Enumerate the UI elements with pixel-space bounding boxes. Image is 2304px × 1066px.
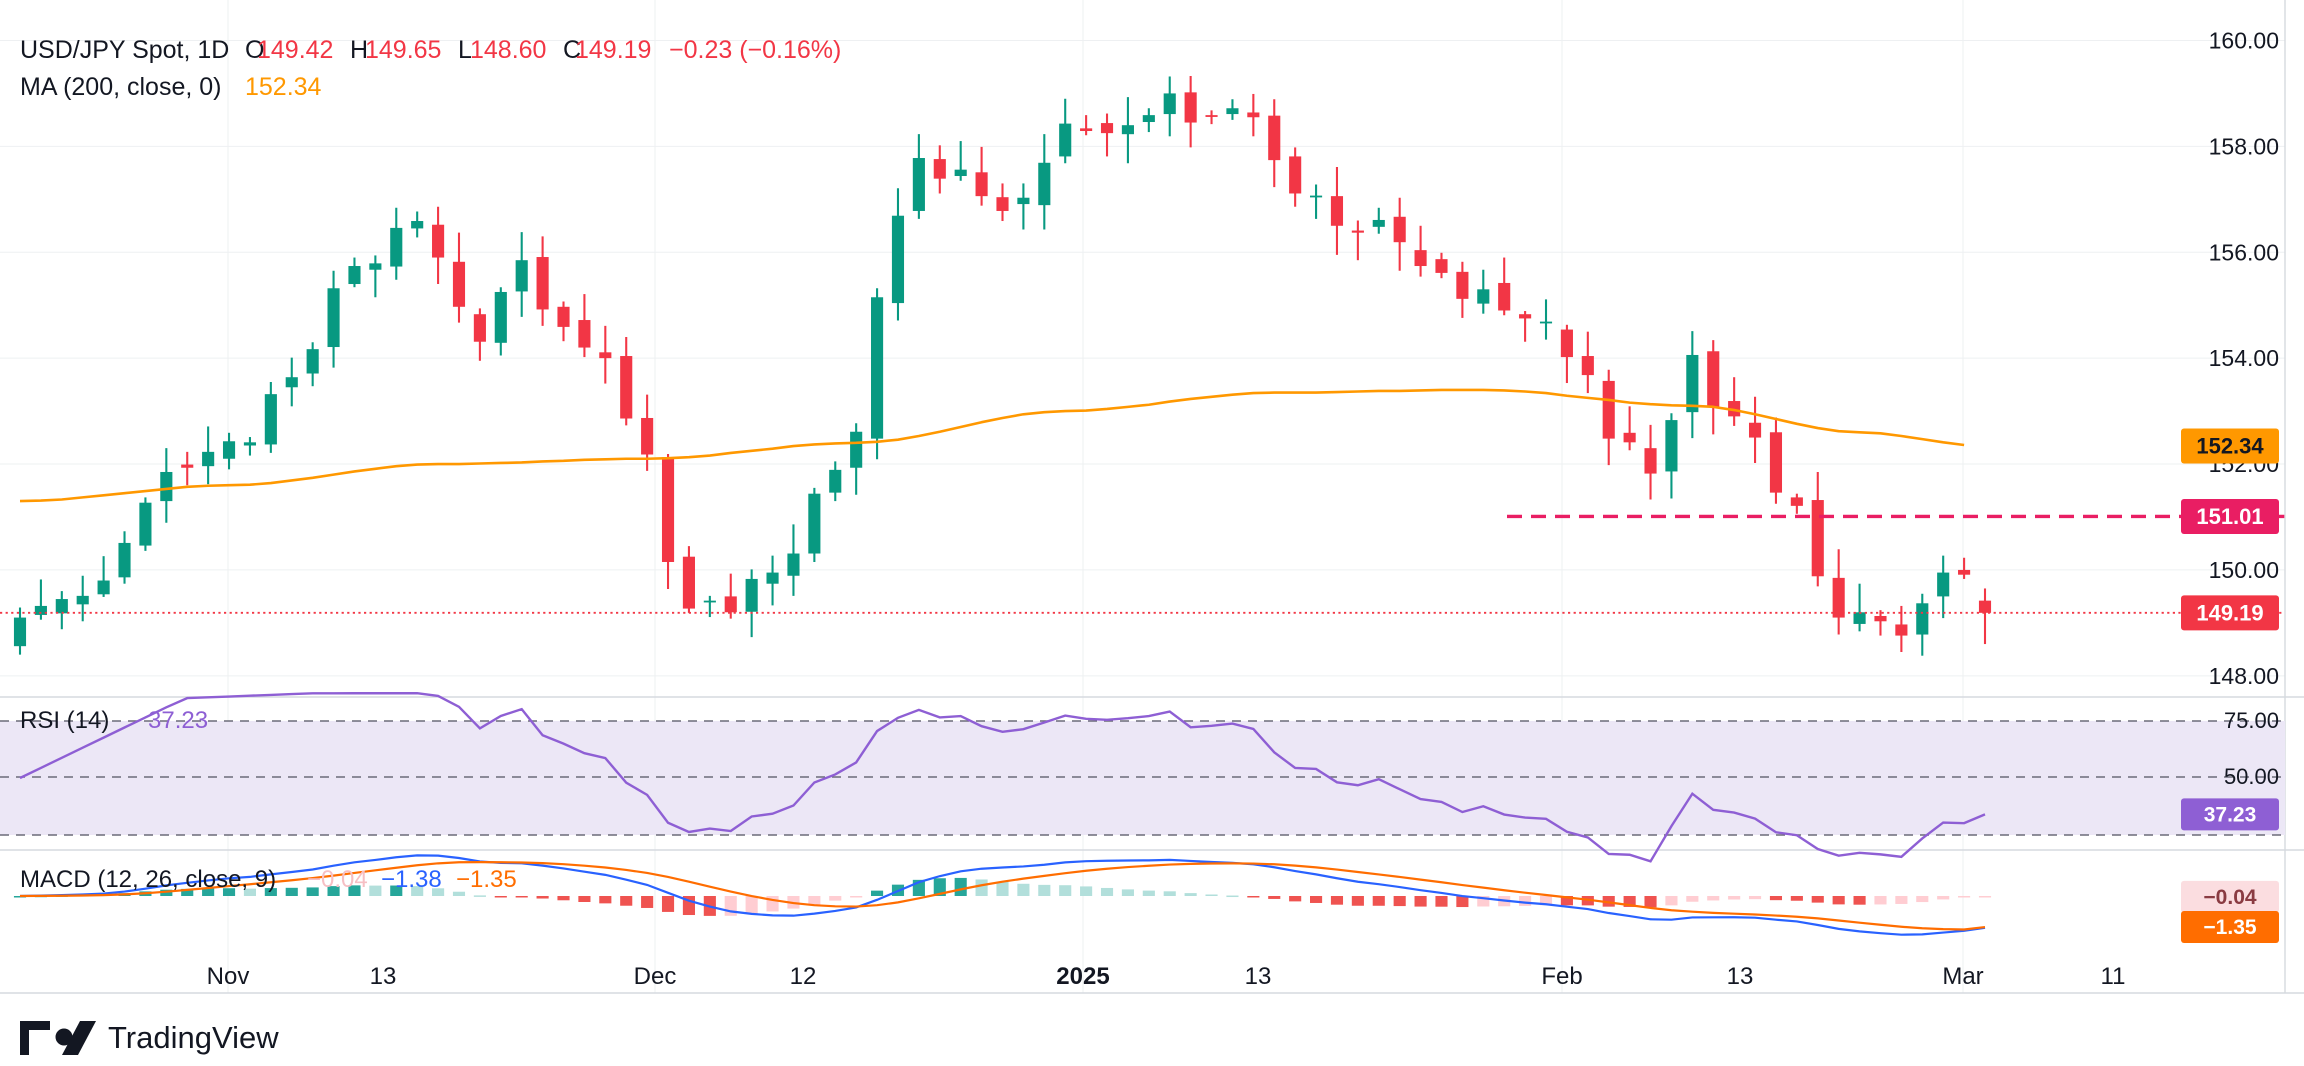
svg-text:37.23: 37.23 [2204, 803, 2257, 826]
svg-text:11: 11 [2101, 963, 2126, 990]
svg-text:−1.38: −1.38 [381, 866, 442, 893]
svg-text:148.00: 148.00 [2209, 663, 2279, 689]
svg-text:158.00: 158.00 [2209, 133, 2279, 159]
svg-text:Dec: Dec [634, 963, 677, 990]
svg-text:160.00: 160.00 [2209, 27, 2279, 53]
svg-text:USD/JPY Spot, 1D: USD/JPY Spot, 1D [20, 36, 229, 64]
svg-text:75.00: 75.00 [2224, 708, 2279, 733]
svg-text:151.01: 151.01 [2196, 504, 2263, 529]
svg-text:2025: 2025 [1056, 963, 1109, 990]
svg-text:−0.04: −0.04 [307, 866, 368, 893]
svg-text:−0.04: −0.04 [2203, 886, 2256, 909]
svg-text:149.19: 149.19 [575, 36, 651, 64]
svg-text:37.23: 37.23 [148, 707, 208, 734]
svg-text:149.19: 149.19 [2196, 600, 2263, 625]
svg-text:MA (200, close, 0): MA (200, close, 0) [20, 73, 221, 101]
svg-text:149.65: 149.65 [365, 36, 441, 64]
svg-text:−1.35: −1.35 [456, 866, 517, 893]
svg-text:12: 12 [790, 963, 817, 990]
svg-text:Feb: Feb [1541, 963, 1582, 990]
svg-text:152.34: 152.34 [2196, 434, 2264, 459]
svg-text:152.34: 152.34 [245, 73, 322, 101]
svg-text:50.00: 50.00 [2224, 764, 2279, 789]
svg-text:150.00: 150.00 [2209, 557, 2279, 583]
svg-text:Nov: Nov [207, 963, 250, 990]
svg-text:−0.23 (−0.16%): −0.23 (−0.16%) [669, 36, 841, 64]
svg-text:13: 13 [1245, 963, 1272, 990]
svg-text:148.60: 148.60 [470, 36, 546, 64]
svg-text:154.00: 154.00 [2209, 345, 2279, 371]
svg-text:13: 13 [370, 963, 397, 990]
svg-text:149.42: 149.42 [257, 36, 333, 64]
svg-text:−1.35: −1.35 [2203, 916, 2256, 939]
svg-text:156.00: 156.00 [2209, 239, 2279, 265]
svg-text:TradingView: TradingView [108, 1020, 279, 1055]
svg-text:RSI (14): RSI (14) [20, 707, 109, 734]
svg-text:MACD (12, 26, close, 9): MACD (12, 26, close, 9) [20, 866, 276, 893]
svg-text:Mar: Mar [1942, 963, 1983, 990]
svg-text:13: 13 [1727, 963, 1754, 990]
